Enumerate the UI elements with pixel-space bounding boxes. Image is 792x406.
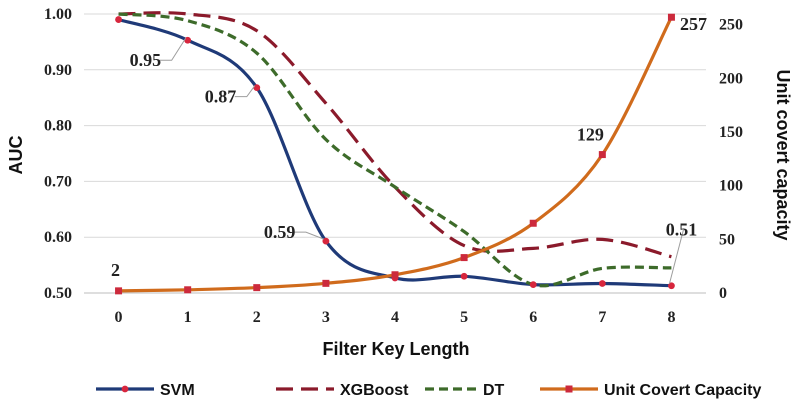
unit-covert-capacity-point: [253, 284, 261, 292]
legend-label: DT: [483, 382, 505, 399]
svm-point: [184, 36, 192, 44]
svm-point: [529, 281, 537, 289]
unit-covert-capacity-point: [598, 151, 606, 159]
x-axis-title: Filter Key Length: [322, 339, 469, 359]
data-labels: 0.95 0.87 0.59 0.51 2 129 257: [111, 14, 707, 284]
data-label: 0.95: [130, 50, 162, 70]
right-axis-ticks: 0 50 100 150 200 250: [719, 17, 743, 302]
legend-item-unit-covert-capacity: Unit Covert Capacity: [540, 382, 761, 399]
data-label-leader: [668, 229, 684, 284]
x-tick-label: 4: [391, 309, 399, 326]
legend-item-xgboost: XGBoost: [276, 382, 409, 399]
legend-label: SVM: [160, 382, 195, 399]
gridlines: [84, 13, 706, 294]
data-label: 0.59: [264, 222, 296, 242]
xgboost-line: [118, 11, 672, 259]
y2-tick-label: 50: [719, 231, 735, 248]
svm-point: [253, 84, 261, 92]
data-label: 2: [111, 260, 120, 280]
unit-covert-capacity-point: [115, 287, 123, 295]
legend-item-dt: DT: [425, 382, 505, 399]
data-label-leader: [159, 37, 187, 61]
unit-covert-capacity-point: [667, 13, 675, 21]
svm-point: [460, 272, 468, 280]
y2-tick-label: 200: [719, 70, 743, 87]
unit-covert-capacity-point: [322, 279, 330, 287]
legend-marker: [121, 385, 129, 393]
dt-line: [118, 12, 672, 288]
y2-tick-label: 100: [719, 178, 743, 195]
legend-label: Unit Covert Capacity: [604, 382, 761, 399]
y-tick-label: 0.60: [44, 229, 72, 246]
x-axis-ticks: 0 1 2 3 4 5 6 7 8: [115, 309, 676, 326]
y2-tick-label: 150: [719, 124, 743, 141]
data-label-leader: [234, 85, 256, 98]
data-label: 129: [577, 125, 604, 145]
svm-point: [598, 280, 606, 287]
unit-covert-capacity-point: [184, 286, 192, 294]
unit-covert-capacity-point: [460, 254, 468, 262]
data-label-leader: [293, 231, 325, 240]
data-label: 0.87: [205, 87, 237, 107]
y-tick-label: 0.90: [44, 62, 72, 79]
svm-point: [668, 282, 675, 290]
svm-point: [322, 237, 330, 245]
x-tick-label: 3: [322, 309, 330, 326]
x-tick-label: 7: [598, 309, 606, 326]
y2-tick-label: 250: [719, 17, 743, 34]
svm-point: [115, 16, 122, 23]
data-label: 0.51: [666, 220, 698, 240]
unit-covert-capacity-point: [529, 219, 537, 227]
x-tick-label: 2: [253, 309, 261, 326]
data-label: 257: [680, 14, 707, 34]
series-lines: [118, 11, 673, 293]
x-tick-label: 5: [460, 309, 468, 326]
y2-tick-label: 0: [719, 285, 727, 302]
x-tick-label: 1: [184, 309, 192, 326]
y-tick-label: 0.50: [44, 285, 72, 302]
y-tick-label: 0.70: [44, 173, 72, 190]
y-tick-label: 1.00: [44, 6, 72, 23]
unit-covert-capacity-line: [118, 16, 673, 293]
unit-covert-capacity-point: [391, 271, 399, 279]
series-markers: [115, 13, 675, 295]
y-axis-title: AUC: [6, 136, 26, 175]
legend: SVM XGBoost DT Unit Covert Capacity: [96, 382, 761, 399]
legend-item-svm: SVM: [96, 382, 195, 399]
x-tick-label: 8: [667, 309, 675, 326]
x-tick-label: 0: [115, 309, 123, 326]
left-axis-ticks: 0.50 0.60 0.70 0.80 0.90 1.00: [44, 6, 72, 302]
y-tick-label: 0.80: [44, 118, 72, 135]
x-tick-label: 6: [529, 309, 537, 326]
svm-line: [118, 18, 672, 288]
y2-axis-title: Unit covert capacity: [773, 69, 792, 240]
legend-label: XGBoost: [340, 382, 409, 399]
legend-marker: [565, 385, 573, 393]
